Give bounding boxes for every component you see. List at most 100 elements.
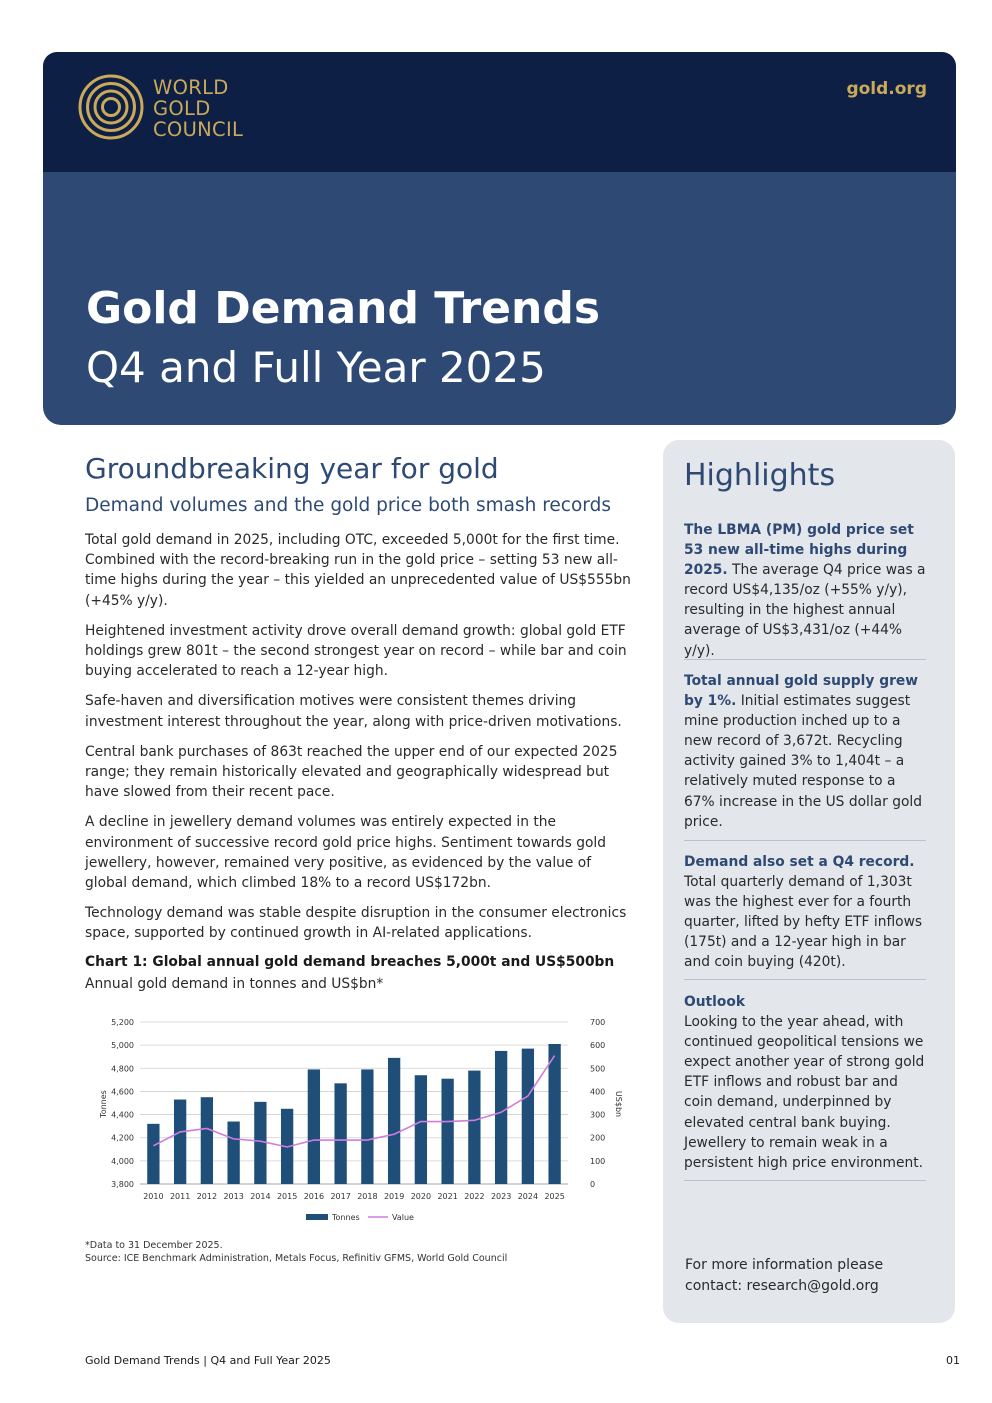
page-number: 01 — [946, 1354, 960, 1367]
left-tick-label: 3,800 — [111, 1180, 134, 1189]
x-tick-label: 2023 — [491, 1192, 511, 1201]
tonnes-bar — [361, 1069, 374, 1184]
value-series-line — [153, 1055, 556, 1148]
paragraph: Technology demand was stable despite dis… — [85, 905, 627, 942]
logo-wordmark: WORLD GOLD COUNCIL — [153, 77, 243, 140]
chart-heading: Chart 1: Global annual gold demand breac… — [85, 953, 615, 970]
x-tick-label: 2015 — [277, 1192, 297, 1201]
tonnes-bar — [173, 1099, 187, 1184]
left-tick-label: 5,200 — [111, 1018, 134, 1027]
x-tick-label: 2014 — [250, 1192, 270, 1201]
right-tick-label: 600 — [590, 1041, 605, 1050]
tonnes-bar — [414, 1075, 428, 1184]
chart-bars — [147, 1043, 561, 1184]
logo-line-3: COUNCIL — [153, 118, 244, 141]
left-tick-label: 5,000 — [111, 1041, 134, 1050]
tonnes-bar — [307, 1069, 321, 1184]
paragraph: Heightened investment activity drove ove… — [85, 622, 627, 680]
x-axis-ticks: 2010 2011 2012 2013 2014 2015 2016 2017 2018 2019… — [143, 1192, 565, 1201]
page-title: Gold Demand Trends — [86, 283, 601, 334]
highlight-item: Outlook Looking to the year ahead, with … — [684, 992, 926, 1173]
right-tick-label: 500 — [590, 1064, 605, 1073]
legend-tonnes-swatch — [306, 1214, 328, 1220]
highlight-lead: The LBMA (PM) gold price set 53 new all-… — [684, 522, 914, 579]
main-column: Groundbreaking year for gold Demand volu… — [85, 452, 637, 992]
right-axis-ticks: 700 600 500 400 300 200 100 0 — [590, 1018, 605, 1189]
left-tick-label: 4,200 — [111, 1134, 134, 1143]
highlight-item: The LBMA (PM) gold price set 53 new all-… — [684, 520, 926, 661]
highlights-panel: Highlights The LBMA (PM) gold price set … — [663, 440, 955, 1323]
gold-demand-chart: 5,200 5,000 4,800 4,600 4,400 4,200 4,000 3,800… — [99, 1018, 623, 1222]
tonnes-bar — [334, 1083, 347, 1184]
tonnes-bar — [387, 1057, 401, 1184]
tonnes-bar — [494, 1050, 508, 1184]
right-tick-label: 700 — [590, 1018, 605, 1027]
highlight-lead: Total annual gold supply grew by 1%. — [684, 673, 918, 710]
paragraph: Total gold demand in 2025, including OTC… — [85, 532, 631, 609]
right-tick-label: 100 — [590, 1157, 605, 1166]
hero-banner — [43, 172, 956, 425]
right-axis-label: US$bn — [614, 1091, 623, 1117]
site-link[interactable]: gold.org — [846, 79, 927, 99]
highlight-item: Total annual gold supply grew by 1%. Ini… — [684, 671, 926, 832]
left-tick-label: 4,800 — [111, 1064, 134, 1073]
right-tick-label: 300 — [590, 1111, 605, 1120]
divider — [684, 840, 926, 841]
tonnes-bar — [147, 1123, 160, 1184]
highlight-body: Looking to the year ahead, with continue… — [684, 1014, 925, 1171]
chart-footnote: *Data to 31 December 2025. — [85, 1240, 223, 1251]
x-tick-label: 2021 — [437, 1192, 457, 1201]
x-tick-label: 2022 — [464, 1192, 484, 1201]
logo-line-2: GOLD — [153, 97, 211, 120]
section-subtitle: Demand volumes and the gold price both s… — [85, 495, 611, 516]
body-text: Total gold demand in 2025, including OTC… — [85, 530, 637, 944]
right-tick-label: 0 — [590, 1180, 595, 1189]
x-tick-label: 2012 — [197, 1192, 217, 1201]
x-tick-label: 2024 — [518, 1192, 538, 1201]
logo-line-1: WORLD — [153, 76, 229, 99]
highlight-lead: Demand also set a Q4 record. — [684, 854, 915, 870]
x-tick-label: 2018 — [357, 1192, 377, 1201]
x-tick-label: 2011 — [170, 1192, 190, 1201]
paragraph: Central bank purchases of 863t reached t… — [85, 743, 618, 801]
highlight-body: The average Q4 price was a record US$4,1… — [684, 562, 926, 659]
highlight-body: Total quarterly demand of 1,303t was the… — [684, 874, 923, 971]
header-bar — [43, 52, 956, 173]
x-tick-label: 2013 — [223, 1192, 243, 1201]
x-tick-label: 2010 — [143, 1192, 163, 1201]
contact-info: For more information please contact: res… — [685, 1257, 884, 1294]
left-tick-label: 4,000 — [111, 1157, 134, 1166]
chart-subheading: Annual gold demand in tonnes and US$bn* — [85, 975, 384, 992]
tonnes-bar — [548, 1043, 561, 1184]
tonnes-bar — [521, 1048, 535, 1184]
left-axis-label: Tonnes — [99, 1090, 108, 1119]
legend-value-label: Value — [392, 1213, 414, 1222]
tonnes-bar — [254, 1101, 267, 1184]
divider — [684, 1180, 926, 1181]
paragraph: A decline in jewellery demand volumes wa… — [85, 814, 607, 892]
highlight-lead: Outlook — [684, 994, 746, 1010]
highlights-title: Highlights — [684, 458, 836, 493]
footer-title: Gold Demand Trends | Q4 and Full Year 20… — [85, 1354, 331, 1367]
left-axis-ticks: 5,200 5,000 4,800 4,600 4,400 4,200 4,000 3,800 — [111, 1018, 134, 1189]
x-tick-label: 2017 — [330, 1192, 350, 1201]
highlight-item: Demand also set a Q4 record. Total quart… — [684, 852, 926, 973]
right-tick-label: 200 — [590, 1134, 605, 1143]
left-tick-label: 4,400 — [111, 1111, 134, 1120]
tonnes-bar — [200, 1097, 214, 1184]
section-title: Groundbreaking year for gold — [85, 452, 499, 485]
paragraph: Safe-haven and diversification motives w… — [85, 693, 622, 730]
x-tick-label: 2019 — [384, 1192, 404, 1201]
legend-tonnes-label: Tonnes — [331, 1213, 360, 1222]
tonnes-bar — [468, 1070, 481, 1184]
highlight-body: Initial estimates suggest mine productio… — [684, 693, 922, 830]
tonnes-bar — [441, 1078, 454, 1184]
divider — [684, 979, 926, 980]
x-tick-label: 2025 — [544, 1192, 564, 1201]
left-tick-label: 4,600 — [111, 1087, 134, 1096]
x-tick-label: 2020 — [411, 1192, 431, 1201]
x-tick-label: 2016 — [304, 1192, 324, 1201]
tonnes-bar — [227, 1121, 240, 1184]
right-tick-label: 400 — [590, 1087, 605, 1096]
page-subtitle: Q4 and Full Year 2025 — [86, 343, 546, 392]
